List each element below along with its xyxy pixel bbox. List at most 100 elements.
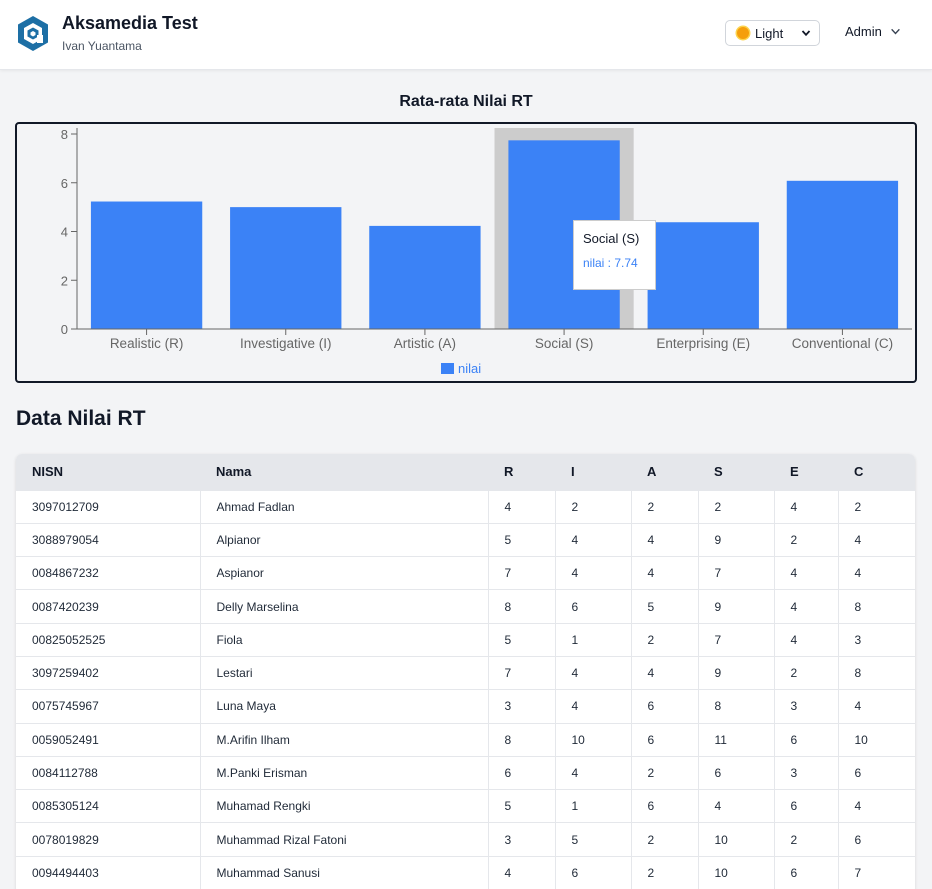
cell-a: 6 [630, 689, 698, 724]
column-header-nisn: NISN [32, 464, 64, 480]
cell-a: 2 [630, 489, 698, 524]
cell-c: 4 [837, 556, 915, 590]
cell-nama: Luna Maya [199, 689, 488, 724]
cell-s: 2 [697, 489, 774, 524]
cell-e: 4 [773, 622, 838, 657]
cell-a: 4 [630, 522, 698, 557]
user-menu[interactable]: Admin [845, 24, 901, 39]
chart-canvas: 0 2 4 6 8 Realistic (R) Investigative (I) Artis… [61, 127, 912, 351]
theme-select-value: Light [755, 25, 784, 41]
cell-nisn: 3097012709 [16, 489, 200, 524]
cell-nama: Muhammad Rizal Fatoni [199, 822, 488, 857]
cell-s: 8 [697, 689, 774, 724]
cell-s: 4 [697, 789, 774, 823]
column-header-e: E [790, 464, 799, 480]
cell-r: 5 [487, 522, 555, 557]
cell-nisn: 0059052491 [16, 722, 200, 757]
cell-r: 4 [487, 489, 555, 524]
bar-2[interactable] [230, 207, 342, 329]
cell-nama: Aspianor [199, 556, 488, 590]
cell-i: 4 [554, 556, 631, 590]
cell-s: 9 [697, 655, 774, 690]
cell-e: 3 [773, 689, 838, 724]
app-subtitle: Ivan Yuantama [62, 39, 142, 53]
cell-nama: Fiola [199, 622, 488, 657]
bar-6[interactable] [786, 180, 899, 329]
cell-i: 6 [554, 589, 631, 624]
cell-a: 6 [630, 722, 698, 757]
cell-r: 7 [487, 655, 555, 690]
cell-c: 7 [837, 855, 915, 889]
cell-a: 6 [630, 789, 698, 823]
app-title: Aksamedia Test [62, 13, 198, 33]
bar-1[interactable] [90, 201, 203, 329]
cell-i: 4 [554, 522, 631, 557]
cell-nisn: 0085305124 [16, 789, 200, 823]
cell-a: 5 [630, 589, 698, 624]
bar-5[interactable] [647, 222, 759, 329]
cell-nisn: 3097259402 [16, 655, 200, 690]
cell-c: 4 [837, 689, 915, 724]
cell-r: 5 [487, 622, 555, 657]
cell-s: 7 [697, 622, 774, 657]
tooltip-value: nilai : 7.74 [583, 256, 638, 270]
cell-s: 9 [697, 589, 774, 624]
x-tick-label: Enterprising (E) [656, 336, 750, 351]
cell-c: 10 [837, 722, 915, 757]
cell-nama: Muhamad Rengki [199, 789, 488, 823]
cell-a: 2 [630, 622, 698, 657]
table-row: 0078019829 Muhammad Rizal Fatoni 3 5 2 10 2 6 [16, 822, 915, 857]
chart-legend[interactable]: nilai [441, 361, 481, 376]
cell-e: 6 [773, 789, 838, 823]
cell-r: 8 [487, 722, 555, 757]
cell-r: 8 [487, 589, 555, 624]
cell-e: 2 [773, 522, 838, 557]
cell-nama: Delly Marselina [199, 589, 488, 624]
y-tick-label: 8 [61, 127, 68, 142]
cell-nisn: 3088979054 [16, 522, 200, 557]
y-tick-label: 6 [61, 176, 68, 191]
bar-3[interactable] [369, 225, 481, 329]
cell-i: 10 [554, 722, 631, 757]
cell-e: 4 [773, 589, 838, 624]
cell-a: 2 [630, 822, 698, 857]
cell-nama: M.Arifin Ilham [199, 722, 488, 757]
cell-i: 4 [554, 689, 631, 724]
bar-chart: 0 2 4 6 8 Realistic (R) Investigative (I) Artis… [15, 122, 917, 383]
table-title: Data Nilai RT [16, 407, 146, 430]
x-tick-label: Social (S) [535, 336, 594, 351]
cell-s: 6 [697, 755, 774, 790]
cell-r: 7 [487, 556, 555, 590]
y-tick-label: 2 [61, 273, 68, 288]
column-header-nama: Nama [216, 464, 252, 480]
cell-e: 4 [773, 556, 838, 590]
cell-nisn: 0078019829 [16, 822, 200, 857]
cell-r: 3 [487, 822, 555, 857]
x-tick-label: Investigative (I) [240, 336, 332, 351]
table-row: 3097012709 Ahmad Fadlan 4 2 2 2 4 2 [16, 489, 915, 524]
cell-i: 4 [554, 755, 631, 790]
cell-nisn: 0084112788 [16, 755, 200, 790]
theme-select[interactable]: Light [725, 20, 820, 46]
user-menu-label: Admin [845, 24, 882, 39]
table-row: 0084112788 M.Panki Erisman 6 4 2 6 3 6 [16, 755, 915, 790]
cell-e: 4 [773, 489, 838, 524]
table-row: 0087420239 Delly Marselina 8 6 5 9 4 8 [16, 589, 915, 624]
column-header-i: I [571, 464, 575, 480]
table-row: 0084867232 Aspianor 7 4 4 7 4 4 [16, 556, 915, 590]
cell-i: 2 [554, 489, 631, 524]
table-header-row: NISN Nama R I A S E C [16, 454, 915, 490]
sun-icon [737, 27, 749, 39]
cell-r: 4 [487, 855, 555, 889]
column-header-c: C [854, 464, 864, 480]
cell-e: 6 [773, 722, 838, 757]
cell-c: 2 [837, 489, 915, 524]
cell-nama: Lestari [199, 655, 488, 690]
cell-c: 4 [837, 522, 915, 557]
cell-s: 9 [697, 522, 774, 557]
cell-i: 1 [554, 622, 631, 657]
legend-swatch [441, 363, 454, 374]
table-row: 0085305124 Muhamad Rengki 5 1 6 4 6 4 [16, 789, 915, 823]
chart-title: Rata-rata Nilai RT [399, 93, 533, 110]
column-header-a: A [647, 464, 657, 480]
